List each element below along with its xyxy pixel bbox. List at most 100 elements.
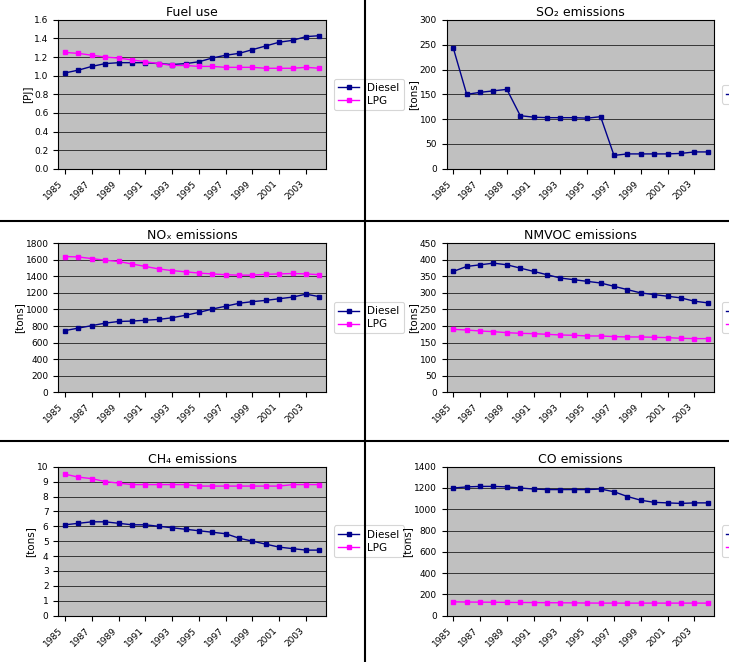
Diesel — [315, 293, 324, 301]
Diesel — [502, 483, 511, 491]
LPG — [449, 325, 458, 333]
Diesel — [677, 294, 685, 302]
Diesel — [650, 498, 658, 506]
LPG — [114, 479, 123, 487]
LPG — [101, 256, 109, 264]
Diesel — [208, 54, 217, 62]
Title: Fuel use: Fuel use — [166, 6, 218, 19]
LPG — [315, 64, 324, 72]
LPG — [235, 64, 243, 71]
Diesel — [516, 484, 525, 492]
LPG — [650, 599, 658, 607]
Diesel — [288, 293, 297, 301]
Line: Diesel: Diesel — [63, 292, 321, 333]
LPG — [181, 62, 190, 70]
Diesel — [556, 274, 565, 282]
LPG — [583, 599, 592, 607]
LPG — [74, 473, 83, 481]
LPG — [181, 268, 190, 276]
Diesel — [636, 289, 645, 297]
Diesel — [128, 317, 136, 325]
LPG — [168, 481, 176, 489]
LPG — [181, 481, 190, 489]
Diesel — [155, 315, 163, 323]
LPG — [275, 270, 284, 278]
Title: CH₄ emissions: CH₄ emissions — [148, 453, 237, 465]
Diesel — [556, 114, 565, 122]
LPG — [596, 332, 605, 340]
Diesel — [489, 87, 498, 95]
Diesel — [155, 60, 163, 68]
LPG — [222, 482, 230, 490]
LPG — [235, 482, 243, 490]
LPG — [502, 598, 511, 606]
Diesel — [155, 522, 163, 530]
LPG — [275, 482, 284, 490]
LPG — [61, 252, 69, 260]
Diesel — [195, 527, 203, 535]
Diesel — [583, 277, 592, 285]
Diesel — [262, 42, 270, 50]
Diesel — [275, 295, 284, 303]
LPG — [262, 270, 270, 278]
LPG — [542, 598, 551, 606]
Diesel — [663, 293, 672, 301]
LPG — [235, 271, 243, 279]
Legend: Diesel, LPG: Diesel, LPG — [722, 302, 729, 334]
Diesel — [168, 60, 176, 68]
Y-axis label: [tons]: [tons] — [26, 526, 36, 557]
LPG — [529, 330, 538, 338]
Diesel — [690, 297, 698, 305]
LPG — [168, 62, 176, 70]
LPG — [677, 599, 685, 607]
Diesel — [623, 493, 632, 500]
LPG — [288, 269, 297, 277]
Diesel — [623, 286, 632, 294]
Line: LPG: LPG — [451, 327, 710, 341]
Line: LPG: LPG — [451, 600, 710, 605]
LPG — [690, 599, 698, 607]
Diesel — [703, 299, 712, 307]
LPG — [208, 270, 217, 278]
Diesel — [87, 322, 96, 330]
LPG — [636, 599, 645, 607]
LPG — [195, 269, 203, 277]
Diesel — [462, 91, 471, 99]
Legend: Diesel, LPG: Diesel, LPG — [334, 79, 404, 110]
Diesel — [222, 302, 230, 310]
Diesel — [636, 496, 645, 504]
Diesel — [61, 521, 69, 529]
LPG — [141, 262, 149, 270]
Diesel — [502, 85, 511, 93]
Diesel — [542, 114, 551, 122]
Diesel — [114, 318, 123, 326]
Diesel — [235, 50, 243, 58]
LPG — [248, 64, 257, 71]
Diesel — [141, 521, 149, 529]
Diesel — [650, 291, 658, 299]
Diesel — [449, 484, 458, 492]
LPG — [542, 330, 551, 338]
LPG — [529, 598, 538, 606]
Line: LPG: LPG — [63, 50, 321, 70]
LPG — [609, 599, 618, 607]
LPG — [663, 599, 672, 607]
LPG — [155, 265, 163, 273]
LPG — [690, 335, 698, 343]
LPG — [101, 478, 109, 486]
Diesel — [690, 499, 698, 507]
LPG — [703, 335, 712, 343]
Diesel — [462, 483, 471, 491]
LPG — [195, 62, 203, 70]
Diesel — [476, 89, 485, 97]
Diesel — [596, 279, 605, 287]
LPG — [208, 482, 217, 490]
LPG — [222, 64, 230, 71]
Diesel — [87, 62, 96, 70]
Diesel — [181, 311, 190, 319]
Diesel — [609, 488, 618, 496]
LPG — [155, 481, 163, 489]
LPG — [650, 334, 658, 342]
Legend: Diesel, LPG: Diesel, LPG — [334, 302, 404, 334]
LPG — [569, 599, 578, 607]
